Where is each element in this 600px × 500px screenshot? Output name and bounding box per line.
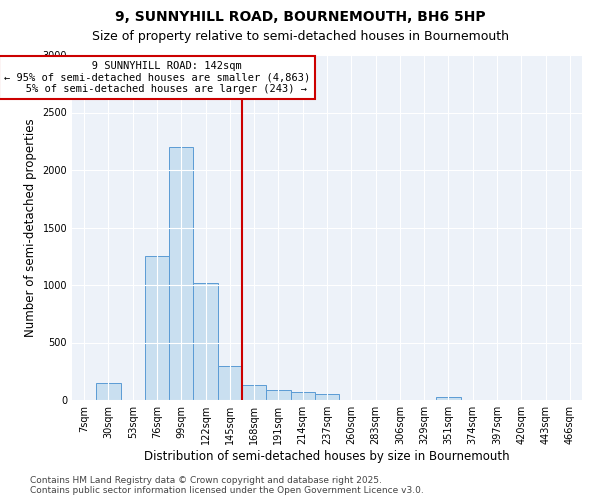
Bar bbox=[290, 392, 315, 400]
Bar bbox=[436, 396, 461, 400]
Y-axis label: Number of semi-detached properties: Number of semi-detached properties bbox=[24, 118, 37, 337]
Bar bbox=[266, 390, 290, 400]
Bar bbox=[242, 385, 266, 400]
Bar bbox=[145, 256, 169, 400]
Bar bbox=[218, 366, 242, 400]
Bar bbox=[315, 394, 339, 400]
Text: Size of property relative to semi-detached houses in Bournemouth: Size of property relative to semi-detach… bbox=[91, 30, 509, 43]
Text: Contains HM Land Registry data © Crown copyright and database right 2025.
Contai: Contains HM Land Registry data © Crown c… bbox=[30, 476, 424, 495]
X-axis label: Distribution of semi-detached houses by size in Bournemouth: Distribution of semi-detached houses by … bbox=[144, 450, 510, 463]
Bar bbox=[193, 282, 218, 400]
Text: 9, SUNNYHILL ROAD, BOURNEMOUTH, BH6 5HP: 9, SUNNYHILL ROAD, BOURNEMOUTH, BH6 5HP bbox=[115, 10, 485, 24]
Bar bbox=[169, 147, 193, 400]
Text: 9 SUNNYHILL ROAD: 142sqm
← 95% of semi-detached houses are smaller (4,863)
   5%: 9 SUNNYHILL ROAD: 142sqm ← 95% of semi-d… bbox=[4, 60, 310, 94]
Bar bbox=[96, 383, 121, 400]
